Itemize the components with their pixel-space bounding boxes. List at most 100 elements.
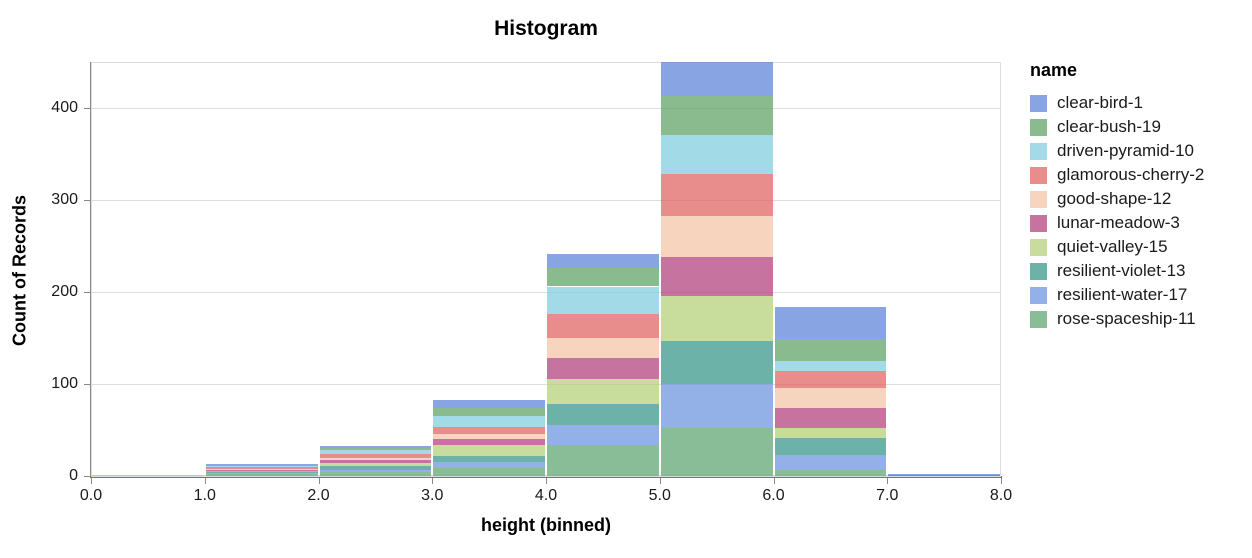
bar-segment-clear-bird-1 (205, 464, 318, 465)
bar-segment-glamorous-cherry-2 (660, 174, 773, 216)
legend-item-good-shape-12: good-shape-12 (1030, 187, 1204, 211)
legend-item-driven-pyramid-10: driven-pyramid-10 (1030, 139, 1204, 163)
x-tick-mark (659, 478, 661, 484)
plot-area (91, 62, 1001, 477)
bar-segment-resilient-violet-13 (547, 404, 659, 426)
legend-label: driven-pyramid-10 (1057, 141, 1194, 160)
bar-segment-clear-bird-1 (319, 445, 432, 449)
y-tick-mark (84, 200, 90, 201)
bar-segment-resilient-violet-13 (660, 340, 773, 384)
y-tick-label: 400 (51, 99, 78, 116)
bar-segment-clear-bird-1 (547, 254, 659, 269)
bar-segment-rose-spaceship-11 (319, 472, 432, 476)
bar-segment-driven-pyramid-10 (319, 450, 432, 454)
x-tick-label: 1.0 (193, 487, 216, 504)
bar-segment-quiet-valley-15 (205, 470, 318, 472)
x-tick-mark (1001, 478, 1002, 484)
bar-segment-resilient-water-17 (319, 469, 432, 473)
bar-segment-resilient-violet-13 (433, 455, 545, 463)
legend-swatch (1030, 262, 1047, 280)
bar-segment-lunar-meadow-3 (660, 257, 773, 296)
bar-segment-driven-pyramid-10 (433, 416, 545, 428)
bar-segment-glamorous-cherry-2 (319, 453, 432, 458)
y-tick-label: 300 (51, 191, 78, 208)
bar-segment-rose-spaceship-11 (660, 428, 773, 476)
y-tick-label: 100 (51, 375, 78, 392)
bar-segment-good-shape-12 (660, 215, 773, 258)
bar-segment-driven-pyramid-10 (547, 286, 659, 315)
bar-segment-lunar-meadow-3 (319, 460, 432, 464)
bar-segment-driven-pyramid-10 (205, 465, 318, 467)
legend-swatch (1030, 310, 1047, 328)
bar-segment-glamorous-cherry-2 (547, 314, 659, 338)
bar-segment-quiet-valley-15 (319, 463, 432, 466)
y-gridline (91, 383, 1001, 385)
x-axis-domain-line (90, 476, 1002, 478)
x-tick-mark (887, 478, 889, 484)
x-axis-title: height (binned) (481, 515, 611, 535)
legend-swatch (1030, 238, 1047, 256)
bar-segment-resilient-water-17 (660, 384, 773, 429)
legend-item-lunar-meadow-3: lunar-meadow-3 (1030, 211, 1204, 235)
bar-segment-clear-bush-19 (433, 407, 545, 417)
bar-segment-clear-bird-1 (888, 474, 1000, 476)
legend-item-quiet-valley-15: quiet-valley-15 (1030, 235, 1204, 259)
bar-segment-resilient-violet-13 (205, 471, 318, 474)
bar-segment-lunar-meadow-3 (433, 439, 545, 445)
legend-items: clear-bird-1 clear-bush-19 driven-pyramid-… (1030, 91, 1204, 331)
legend-swatch (1030, 118, 1047, 136)
legend-label: resilient-water-17 (1057, 285, 1188, 304)
bar-segment-clear-bush-19 (547, 268, 659, 287)
bar-segment-quiet-valley-15 (660, 295, 773, 341)
bar-segment-resilient-violet-13 (319, 465, 432, 470)
bar-segment-good-shape-12 (774, 387, 887, 408)
x-tick-mark (773, 478, 775, 484)
y-tick-label: 0 (69, 467, 78, 484)
bar-segment-good-shape-12 (433, 433, 545, 440)
bar-segment-good-shape-12 (319, 457, 432, 461)
y-gridline (91, 199, 1001, 201)
bar-segment-glamorous-cherry-2 (774, 371, 887, 388)
x-tick-mark (432, 478, 434, 484)
legend-label: glamorous-cherry-2 (1057, 165, 1205, 184)
bar-segment-quiet-valley-15 (433, 444, 545, 456)
legend-label: clear-bush-19 (1057, 117, 1161, 136)
bar-segment-glamorous-cherry-2 (205, 466, 318, 469)
y-tick-mark (84, 108, 90, 109)
x-tick-label: 2.0 (307, 487, 330, 504)
y-tick-label: 200 (51, 283, 78, 300)
x-tick-label: 0.0 (79, 487, 103, 504)
legend-item-rose-spaceship-11: rose-spaceship-11 (1030, 307, 1204, 331)
bar-segment-resilient-water-17 (205, 473, 318, 475)
bar-segment-clear-bush-19 (319, 448, 432, 451)
legend-item-resilient-water-17: resilient-water-17 (1030, 283, 1204, 307)
y-gridline (91, 475, 1001, 477)
bar-segment-clear-bird-1 (660, 62, 773, 97)
legend-item-clear-bird-1: clear-bird-1 (1030, 91, 1204, 115)
bar-segment-good-shape-12 (205, 468, 318, 470)
bar-segment-lunar-meadow-3 (205, 469, 318, 471)
y-tick-mark (84, 384, 90, 385)
bar-segment-rose-spaceship-11 (547, 444, 659, 476)
bar-segment-clear-bush-19 (205, 464, 318, 466)
legend-label: clear-bird-1 (1057, 93, 1143, 112)
legend: name clear-bird-1 clear-bush-19 driven-pyr… (1030, 60, 1204, 331)
bar-segment-glamorous-cherry-2 (433, 427, 545, 434)
legend-swatch (1030, 190, 1047, 208)
legend-label: rose-spaceship-11 (1057, 309, 1196, 328)
y-axis-domain-line (90, 62, 91, 477)
legend-label: quiet-valley-15 (1057, 237, 1168, 256)
chart-title: Histogram (494, 17, 598, 40)
x-tick-label: 7.0 (876, 487, 899, 504)
bar-segment-clear-bush-19 (660, 96, 773, 135)
legend-title: name (1030, 60, 1078, 80)
bar-segment-driven-pyramid-10 (660, 134, 773, 175)
legend-item-resilient-violet-13: resilient-violet-13 (1030, 259, 1204, 283)
bar-segment-lunar-meadow-3 (774, 407, 887, 429)
bar-segment-clear-bird-1 (433, 399, 545, 408)
bar-segment-quiet-valley-15 (774, 428, 887, 439)
bar-segment-lunar-meadow-3 (888, 475, 1000, 476)
bar-segment-resilient-water-17 (547, 425, 659, 445)
bar-segment-resilient-water-17 (433, 462, 545, 468)
